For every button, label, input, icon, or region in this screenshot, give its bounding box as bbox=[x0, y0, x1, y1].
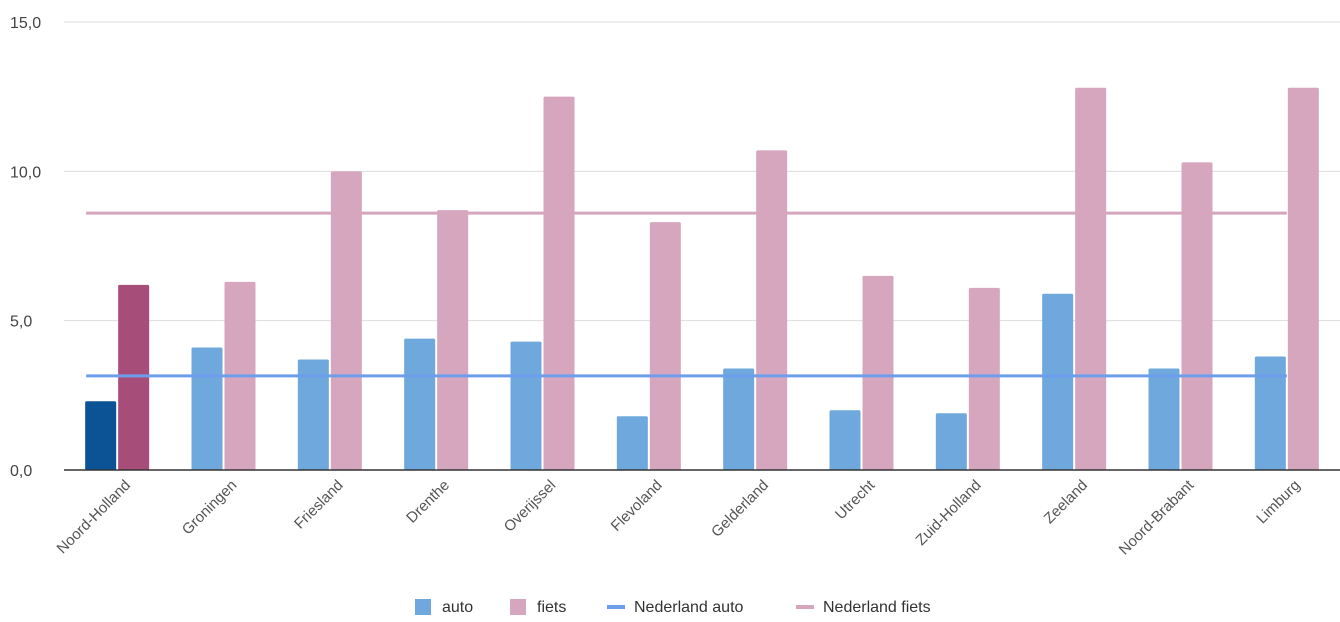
bar-auto-friesland bbox=[297, 359, 329, 470]
bar-auto-gelderland bbox=[723, 368, 755, 470]
legend-swatch-auto bbox=[415, 599, 431, 615]
legend-label-nederland-fiets: Nederland fiets bbox=[823, 599, 931, 616]
x-tick-label: Groningen bbox=[179, 477, 241, 539]
bar-fiets-utrecht bbox=[862, 275, 894, 470]
x-tick-label: Limburg bbox=[1253, 477, 1303, 527]
bar-fiets-friesland bbox=[330, 171, 362, 471]
bar-auto-flevoland bbox=[616, 416, 648, 470]
bar-fiets-noord-brabant bbox=[1181, 162, 1213, 470]
x-tick-label: Utrecht bbox=[832, 476, 879, 523]
y-tick-label: 15,0 bbox=[10, 15, 41, 32]
y-axis-ticks: 0,0 5,0 10,0 15,0 bbox=[10, 15, 41, 480]
x-tick-label: Gelderland bbox=[708, 477, 772, 541]
bar-auto-utrecht bbox=[829, 410, 861, 470]
bar-fiets-limburg bbox=[1287, 87, 1319, 470]
x-tick-label: Friesland bbox=[291, 477, 347, 533]
bar-auto-zeeland bbox=[1042, 293, 1074, 470]
y-tick-label: 10,0 bbox=[10, 164, 41, 181]
bar-auto-noord-brabant bbox=[1148, 368, 1180, 470]
legend: auto fiets Nederland auto Nederland fiets bbox=[415, 599, 931, 616]
x-tick-label: Zeeland bbox=[1041, 477, 1091, 527]
bars bbox=[85, 87, 1319, 471]
gridlines bbox=[64, 21, 1340, 322]
x-tick-label: Overijssel bbox=[501, 477, 560, 536]
x-tick-label: Flevoland bbox=[608, 477, 666, 535]
x-axis-labels: Noord-Holland Groningen Friesland Drenthe Ov… bbox=[54, 476, 1304, 558]
bar-fiets-overijssel bbox=[543, 96, 575, 471]
x-tick-label: Noord-Brabant bbox=[1116, 476, 1198, 558]
x-tick-label: Noord-Holland bbox=[54, 477, 134, 557]
legend-swatch-fiets bbox=[510, 599, 526, 615]
legend-label-nederland-auto: Nederland auto bbox=[634, 599, 744, 616]
bar-auto-noord-holland bbox=[85, 401, 117, 470]
bar-auto-limburg bbox=[1254, 356, 1286, 470]
x-tick-label: Drenthe bbox=[403, 477, 453, 527]
reference-lines bbox=[86, 211, 1287, 378]
bar-auto-groningen bbox=[191, 347, 223, 470]
bar-fiets-gelderland bbox=[756, 150, 788, 470]
legend-label-auto: auto bbox=[442, 599, 473, 616]
legend-label-fiets: fiets bbox=[537, 599, 566, 616]
bar-fiets-zeeland bbox=[1075, 87, 1107, 470]
bar-auto-overijssel bbox=[510, 341, 542, 470]
bar-auto-zuid-holland bbox=[935, 413, 967, 470]
bar-auto-drenthe bbox=[404, 338, 436, 470]
y-tick-label: 0,0 bbox=[10, 463, 32, 480]
y-tick-label: 5,0 bbox=[10, 314, 32, 331]
bar-fiets-flevoland bbox=[649, 222, 681, 470]
bar-fiets-zuid-holland bbox=[968, 287, 1000, 470]
bar-fiets-drenthe bbox=[437, 210, 469, 470]
x-tick-label: Zuid-Holland bbox=[913, 477, 985, 549]
